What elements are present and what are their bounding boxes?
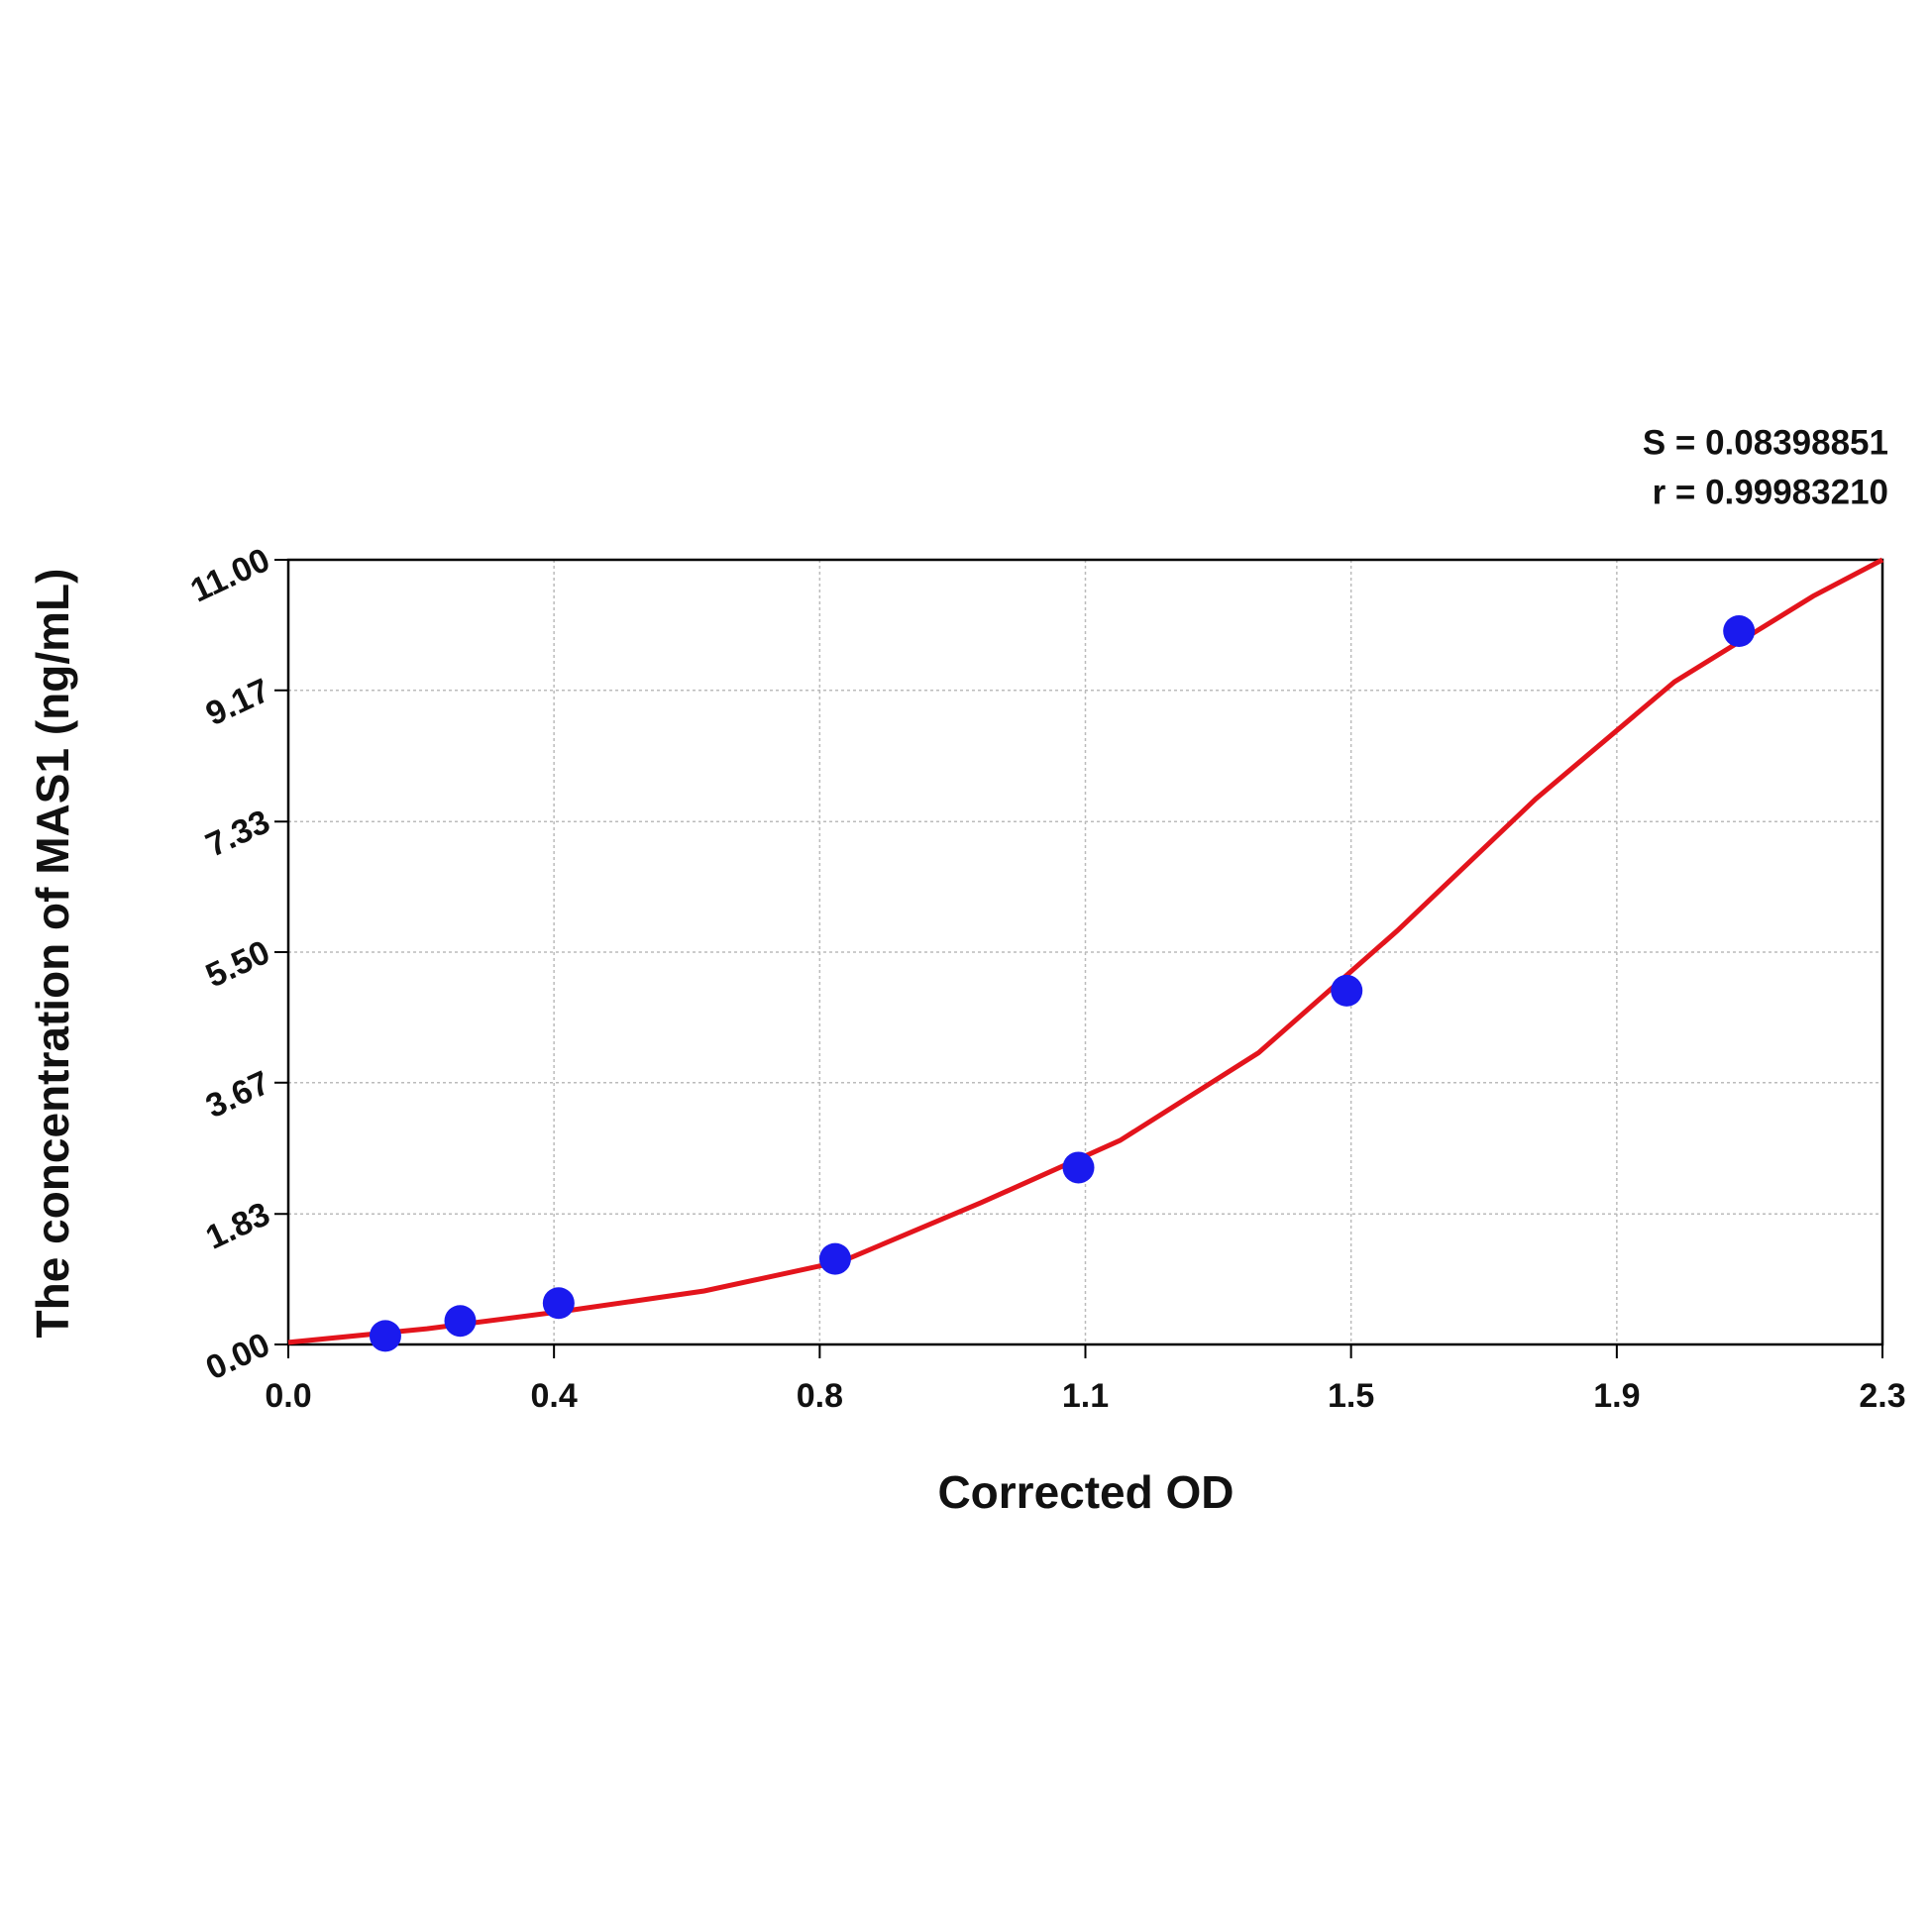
data-point	[542, 1287, 575, 1320]
x-tick-label: 2.3	[1859, 1377, 1905, 1415]
data-point	[1723, 615, 1756, 647]
x-tick-label: 1.9	[1593, 1377, 1640, 1415]
data-point	[1331, 974, 1363, 1007]
plot-frame	[286, 558, 1884, 1346]
data-point	[369, 1320, 401, 1352]
y-axis-title: The concentration of MAS1 (ng/mL)	[27, 569, 78, 1339]
x-axis-title: Corrected OD	[937, 1466, 1234, 1518]
annotation: r = 0.99983210	[1653, 473, 1888, 511]
data-point	[818, 1242, 851, 1275]
x-tick-label: 0.0	[265, 1377, 311, 1415]
x-tick-label: 0.8	[797, 1377, 843, 1415]
annotation: S = 0.08398851	[1643, 423, 1888, 462]
x-tick-label: 0.4	[531, 1377, 578, 1415]
data-point	[1062, 1151, 1095, 1184]
x-tick-label: 1.5	[1328, 1377, 1374, 1415]
x-tick-label: 1.1	[1062, 1377, 1109, 1415]
data-point	[444, 1305, 477, 1338]
